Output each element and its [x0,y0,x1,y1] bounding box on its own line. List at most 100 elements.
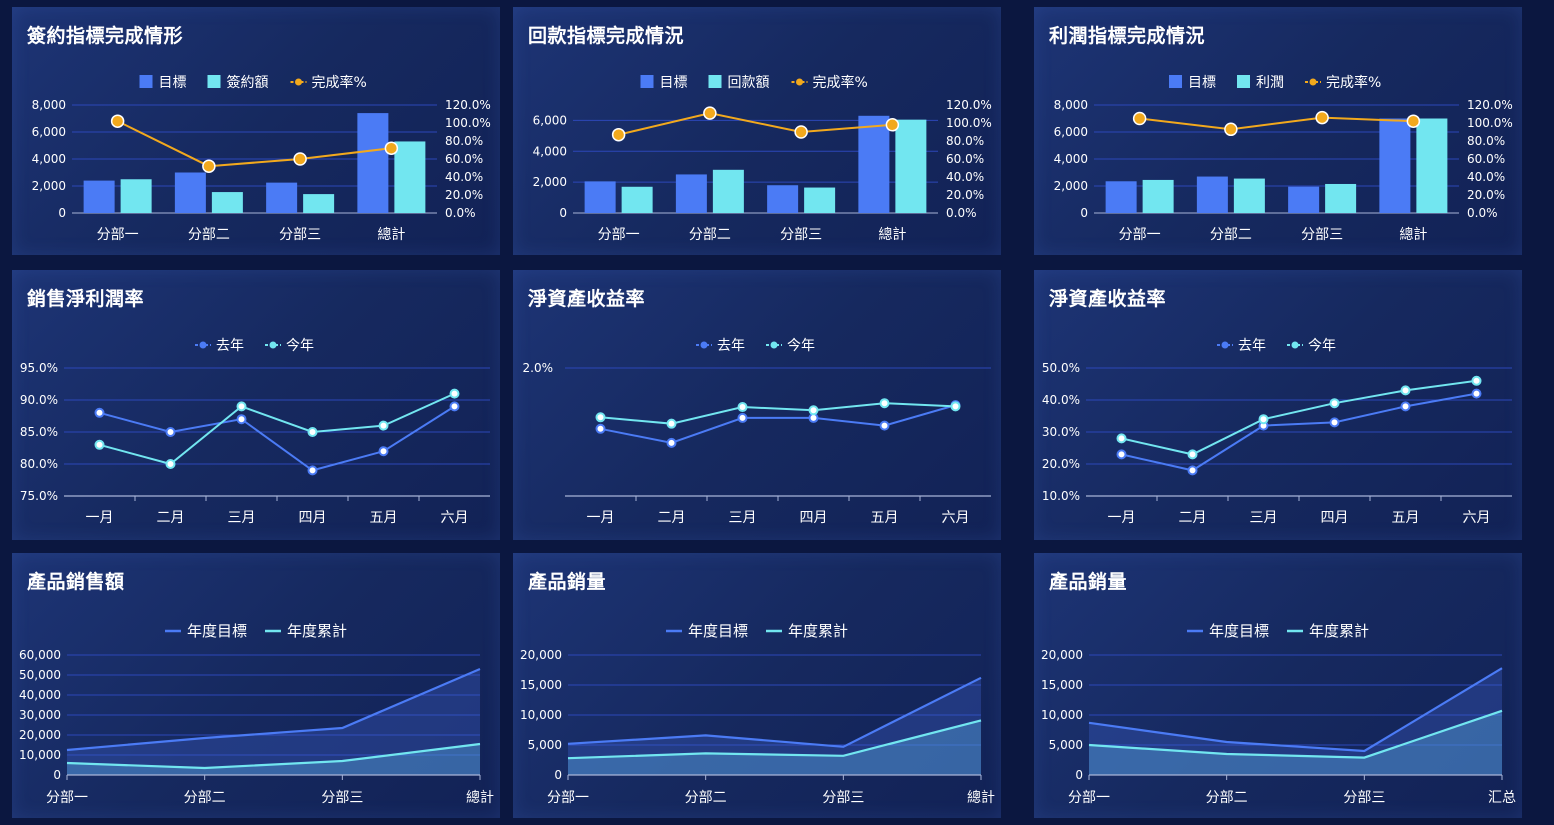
x-tick-label: 分部三 [780,227,822,243]
series-point [737,402,748,413]
chart-roe-2: 10.0% 20.0% 30.0% 40.0% 50.0% 一月 二月 三月 四月 五月 六月 去年 今… [1042,338,1512,526]
x-tick-label: 汇总 [1488,790,1516,806]
legend-label: 目標 [159,75,187,91]
bar-actual [712,169,744,213]
x-tick-label: 四月 [299,510,327,526]
rate-point [293,152,307,166]
bar-target [1288,186,1320,213]
series-point [666,437,677,448]
x-tick-label: 分部二 [1210,227,1252,243]
rate-point [1315,110,1329,125]
y2-tick-label: 0.0% [445,206,476,220]
series-point [595,423,606,434]
rate-point [1132,111,1147,126]
series-line [66,742,481,770]
y2-tick-label: 40.0% [445,170,483,184]
series-point [1116,449,1127,460]
series-point [879,398,890,409]
x-tick-label: 總計 [1399,226,1427,243]
series-line [1121,392,1477,472]
x-tick-label: 分部三 [1343,790,1385,806]
rate-point [611,127,626,142]
y-tick-label: 6,000 [32,125,66,139]
rate-point [703,106,717,120]
x-tick-label: 一月 [1108,510,1136,526]
series-point [378,446,389,457]
series-point [236,401,247,412]
series-point [449,401,460,412]
series-point [94,439,105,450]
y-tick-label: 10,000 [520,708,562,722]
bar-target [357,113,389,213]
chart-payment-completion: 0 2,000 4,000 6,000 0.0% 20.0% 40.0% 60.0% 80.0%… [533,74,992,243]
panel-title: 淨資產收益率 [1049,288,1167,310]
y2-tick-label: 60.0% [445,152,483,166]
rate-point [885,118,900,132]
chart-contract-completion: 0 2,000 4,000 6,000 8,000 0.0% 20.0% 40.0% 60.0%… [32,74,491,243]
legend-label: 年度目標 [187,622,247,640]
series-line [66,667,481,752]
y-tick-label: 0 [58,206,66,220]
y-tick-label: 0 [1080,206,1088,220]
y-tick-label: 5,000 [1049,738,1083,752]
series-point [94,407,105,418]
rate-point [794,125,808,139]
bar-actual [394,141,426,213]
bar-target [1196,176,1228,213]
panel-title: 簽約指標完成情形 [27,25,184,47]
y-tick-label: 85.0% [20,425,58,439]
bar-actual [1325,183,1357,213]
series-point [1400,401,1411,412]
chart-product-volume-2: 0 5,000 10,000 15,000 20,000 分部一 分部二 分部三 汇总 年度目標 年… [1041,622,1516,806]
series-point [737,412,748,423]
x-tick-label: 分部一 [547,790,589,806]
legend-label: 利潤 [1256,75,1284,91]
series-point [1471,375,1482,386]
chart-profit-completion: 0 2,000 4,000 6,000 8,000 0.0% 20.0% 40.0% 60.0%… [1054,74,1513,243]
legend-dot-icon [269,341,277,349]
legend-label: 完成率% [312,74,367,91]
y-tick-label: 5,000 [528,738,562,752]
panel-product-volume-1: 產品銷量 0 5,000 10,000 15,000 20,000 分部一 分部二 分部三 總計… [513,553,1001,818]
y-tick-label: 0 [554,768,562,782]
x-tick-label: 五月 [370,510,398,526]
series-point [307,465,318,476]
y2-tick-label: 20.0% [946,188,984,202]
legend-swatch-icon [207,75,221,88]
x-tick-label: 分部三 [321,790,363,806]
x-tick-label: 四月 [800,510,828,526]
panel-net-profit-margin: 銷售淨利潤率 75.0% 80.0% 85.0% 90.0% 95.0% 一月 二月 三月 四月… [12,270,500,540]
bar-target [174,172,206,213]
y2-tick-label: 120.0% [946,98,992,112]
x-tick-label: 六月 [1463,510,1491,526]
y-tick-label: 0 [53,768,61,782]
rate-line [117,120,392,168]
x-tick-label: 六月 [441,510,469,526]
bar-actual [1142,179,1174,213]
legend-label: 今年 [1308,338,1336,354]
bar-actual [804,187,836,213]
panel-title: 產品銷量 [1049,571,1128,593]
series-point [666,418,677,429]
y2-tick-label: 60.0% [946,152,984,166]
x-tick-label: 總計 [878,226,906,243]
x-tick-label: 三月 [1250,510,1278,526]
y2-tick-label: 20.0% [445,188,483,202]
y-tick-label: 8,000 [1054,98,1088,112]
y-tick-label: 4,000 [533,144,567,158]
series-point [1258,414,1269,425]
legend-swatch-icon [1169,75,1182,88]
series-point [1471,388,1482,399]
y-tick-label: 8,000 [32,98,66,112]
panel-contract-completion: 簽約指標完成情形 0 2,000 4,000 6,000 8,000 0.0% 20.0% 4… [12,7,500,255]
x-tick-label: 分部一 [97,227,139,243]
y-tick-label: 60,000 [19,648,61,662]
y-tick-label: 0 [559,206,567,220]
y-tick-label: 30,000 [19,708,61,722]
rate-point [1224,122,1238,137]
y2-tick-label: 100.0% [445,116,491,130]
series-line [99,405,456,472]
series-point [378,420,389,431]
y2-tick-label: 0.0% [946,206,977,220]
chart-product-sales-amount: 0 10,000 20,000 30,000 40,000 50,000 60,000 分部一… [19,622,494,806]
